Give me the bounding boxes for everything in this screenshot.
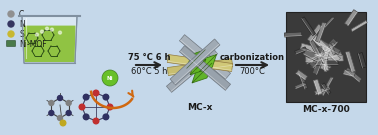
Polygon shape xyxy=(312,44,329,75)
Polygon shape xyxy=(23,26,76,62)
Polygon shape xyxy=(303,49,333,69)
Polygon shape xyxy=(316,46,332,70)
Polygon shape xyxy=(316,61,338,65)
Text: Ni-MOF: Ni-MOF xyxy=(19,40,46,49)
Text: Ni: Ni xyxy=(107,76,113,81)
Text: carbonization: carbonization xyxy=(220,53,285,62)
FancyBboxPatch shape xyxy=(6,40,15,46)
Polygon shape xyxy=(167,55,233,72)
Polygon shape xyxy=(321,77,333,96)
Text: MC-x: MC-x xyxy=(187,102,213,112)
Circle shape xyxy=(60,120,66,126)
Polygon shape xyxy=(301,17,316,36)
Polygon shape xyxy=(324,17,334,27)
Polygon shape xyxy=(170,39,220,85)
Polygon shape xyxy=(167,58,233,75)
Polygon shape xyxy=(313,37,341,55)
Polygon shape xyxy=(296,70,308,80)
Polygon shape xyxy=(180,46,231,90)
Polygon shape xyxy=(311,45,325,69)
Polygon shape xyxy=(190,59,206,75)
Polygon shape xyxy=(345,67,362,82)
Polygon shape xyxy=(358,53,366,68)
Circle shape xyxy=(49,111,54,116)
Polygon shape xyxy=(314,86,330,95)
Polygon shape xyxy=(307,24,322,42)
Circle shape xyxy=(57,116,62,121)
Polygon shape xyxy=(321,83,331,95)
Circle shape xyxy=(8,21,14,27)
Circle shape xyxy=(8,11,14,17)
Polygon shape xyxy=(344,10,358,26)
Circle shape xyxy=(40,30,43,33)
Circle shape xyxy=(103,94,109,100)
Polygon shape xyxy=(306,55,343,62)
Circle shape xyxy=(107,104,113,110)
Polygon shape xyxy=(166,48,218,92)
Polygon shape xyxy=(305,48,330,64)
Polygon shape xyxy=(343,70,355,77)
Circle shape xyxy=(45,27,48,30)
Polygon shape xyxy=(295,47,307,55)
Polygon shape xyxy=(312,35,341,63)
Polygon shape xyxy=(310,42,335,60)
Polygon shape xyxy=(309,38,338,68)
Text: 60°C 5 h: 60°C 5 h xyxy=(131,67,167,75)
Polygon shape xyxy=(329,44,336,55)
Polygon shape xyxy=(307,46,329,60)
Circle shape xyxy=(49,100,54,105)
Polygon shape xyxy=(313,79,322,95)
Circle shape xyxy=(103,114,109,120)
Polygon shape xyxy=(313,60,324,65)
Circle shape xyxy=(66,100,71,105)
Polygon shape xyxy=(345,51,356,72)
Polygon shape xyxy=(192,63,212,83)
Circle shape xyxy=(83,94,89,100)
Text: C: C xyxy=(19,10,24,19)
Polygon shape xyxy=(322,60,329,71)
Circle shape xyxy=(57,95,62,100)
Polygon shape xyxy=(316,22,326,42)
Polygon shape xyxy=(200,55,217,72)
Circle shape xyxy=(93,90,99,96)
FancyBboxPatch shape xyxy=(286,12,366,102)
Circle shape xyxy=(8,31,14,37)
Text: 75 °C 6 h: 75 °C 6 h xyxy=(128,53,170,62)
Text: S: S xyxy=(19,30,24,39)
Polygon shape xyxy=(295,82,306,89)
Text: N: N xyxy=(19,20,25,29)
Circle shape xyxy=(36,33,39,36)
Circle shape xyxy=(51,28,54,31)
Polygon shape xyxy=(300,43,334,58)
Polygon shape xyxy=(351,21,367,31)
Polygon shape xyxy=(187,50,205,68)
Polygon shape xyxy=(298,72,308,89)
Polygon shape xyxy=(314,53,331,59)
Polygon shape xyxy=(180,35,231,79)
Circle shape xyxy=(79,104,85,110)
Circle shape xyxy=(93,118,99,124)
Text: 700°C: 700°C xyxy=(240,67,265,75)
Polygon shape xyxy=(320,51,329,70)
Polygon shape xyxy=(22,16,77,63)
Polygon shape xyxy=(310,40,330,72)
Polygon shape xyxy=(285,32,302,37)
Text: MC-x-700: MC-x-700 xyxy=(302,105,350,114)
Circle shape xyxy=(59,31,62,34)
Circle shape xyxy=(102,70,118,86)
Circle shape xyxy=(66,111,71,116)
Polygon shape xyxy=(310,52,342,63)
Circle shape xyxy=(83,114,89,120)
